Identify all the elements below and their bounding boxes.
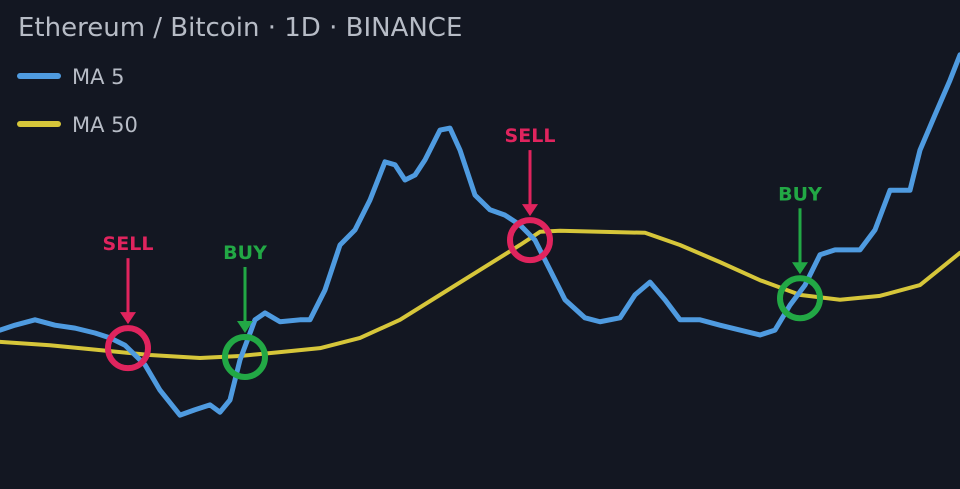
signal-label: SELL <box>505 125 556 147</box>
signal-label: BUY <box>778 183 822 205</box>
signal-arrowhead <box>237 320 253 333</box>
ma-line <box>0 52 960 418</box>
signal-circle <box>222 333 268 380</box>
legend-label: MA 5 <box>72 65 125 89</box>
signal-label: BUY <box>223 242 267 264</box>
signal-label: SELL <box>103 233 154 255</box>
legend-label: MA 50 <box>72 113 138 137</box>
signal-arrowhead <box>120 312 136 325</box>
signal-circle <box>777 275 823 322</box>
signal-circle <box>507 217 553 264</box>
signal-arrowhead <box>792 262 808 275</box>
signal-circle <box>105 325 151 372</box>
chart-title: Ethereum / Bitcoin · 1D · BINANCE <box>18 13 462 43</box>
signal-arrowhead <box>522 204 538 217</box>
